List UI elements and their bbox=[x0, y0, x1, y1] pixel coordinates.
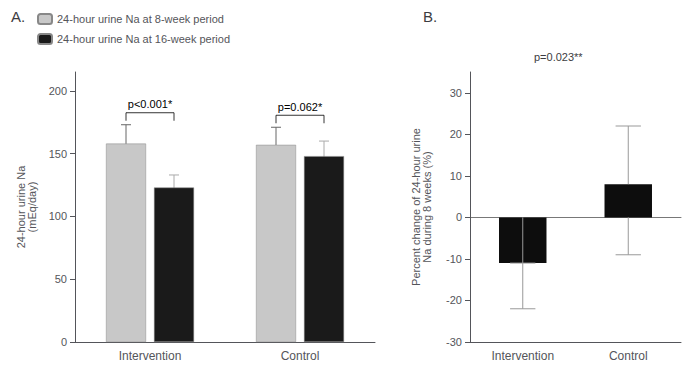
svg-text:-20: -20 bbox=[446, 294, 462, 306]
svg-text:B.: B. bbox=[423, 8, 437, 25]
svg-text:24-hour urine Na at 16-week pe: 24-hour urine Na at 16-week period bbox=[57, 33, 230, 45]
svg-text:Intervention: Intervention bbox=[491, 349, 554, 363]
svg-text:p<0.001*: p<0.001* bbox=[128, 98, 173, 110]
svg-text:100: 100 bbox=[49, 210, 67, 222]
svg-text:p=0.023**: p=0.023** bbox=[534, 51, 583, 63]
svg-text:Control: Control bbox=[609, 349, 648, 363]
svg-text:-30: -30 bbox=[446, 336, 462, 348]
svg-text:Intervention: Intervention bbox=[119, 349, 182, 363]
svg-text:24-hour urine Na: 24-hour urine Na bbox=[14, 165, 27, 249]
svg-text:Percent change of 24-hour urin: Percent change of 24-hour urine bbox=[409, 128, 422, 286]
svg-text:-10: -10 bbox=[446, 253, 462, 265]
svg-text:Control: Control bbox=[281, 349, 320, 363]
svg-text:10: 10 bbox=[450, 170, 462, 182]
svg-text:50: 50 bbox=[55, 273, 67, 285]
svg-text:Na during 8 weeks (%): Na during 8 weeks (%) bbox=[421, 151, 433, 262]
svg-text:A.: A. bbox=[11, 8, 25, 25]
svg-text:24-hour urine Na at 8-week per: 24-hour urine Na at 8-week period bbox=[57, 13, 224, 25]
svg-text:p=0.062*: p=0.062* bbox=[278, 101, 323, 113]
svg-text:0: 0 bbox=[456, 211, 462, 223]
svg-text:200: 200 bbox=[49, 85, 67, 97]
svg-text:20: 20 bbox=[450, 128, 462, 140]
svg-text:(mEq/day): (mEq/day) bbox=[26, 182, 38, 233]
svg-text:150: 150 bbox=[49, 148, 67, 160]
svg-text:30: 30 bbox=[450, 87, 462, 99]
svg-text:0: 0 bbox=[61, 336, 67, 348]
